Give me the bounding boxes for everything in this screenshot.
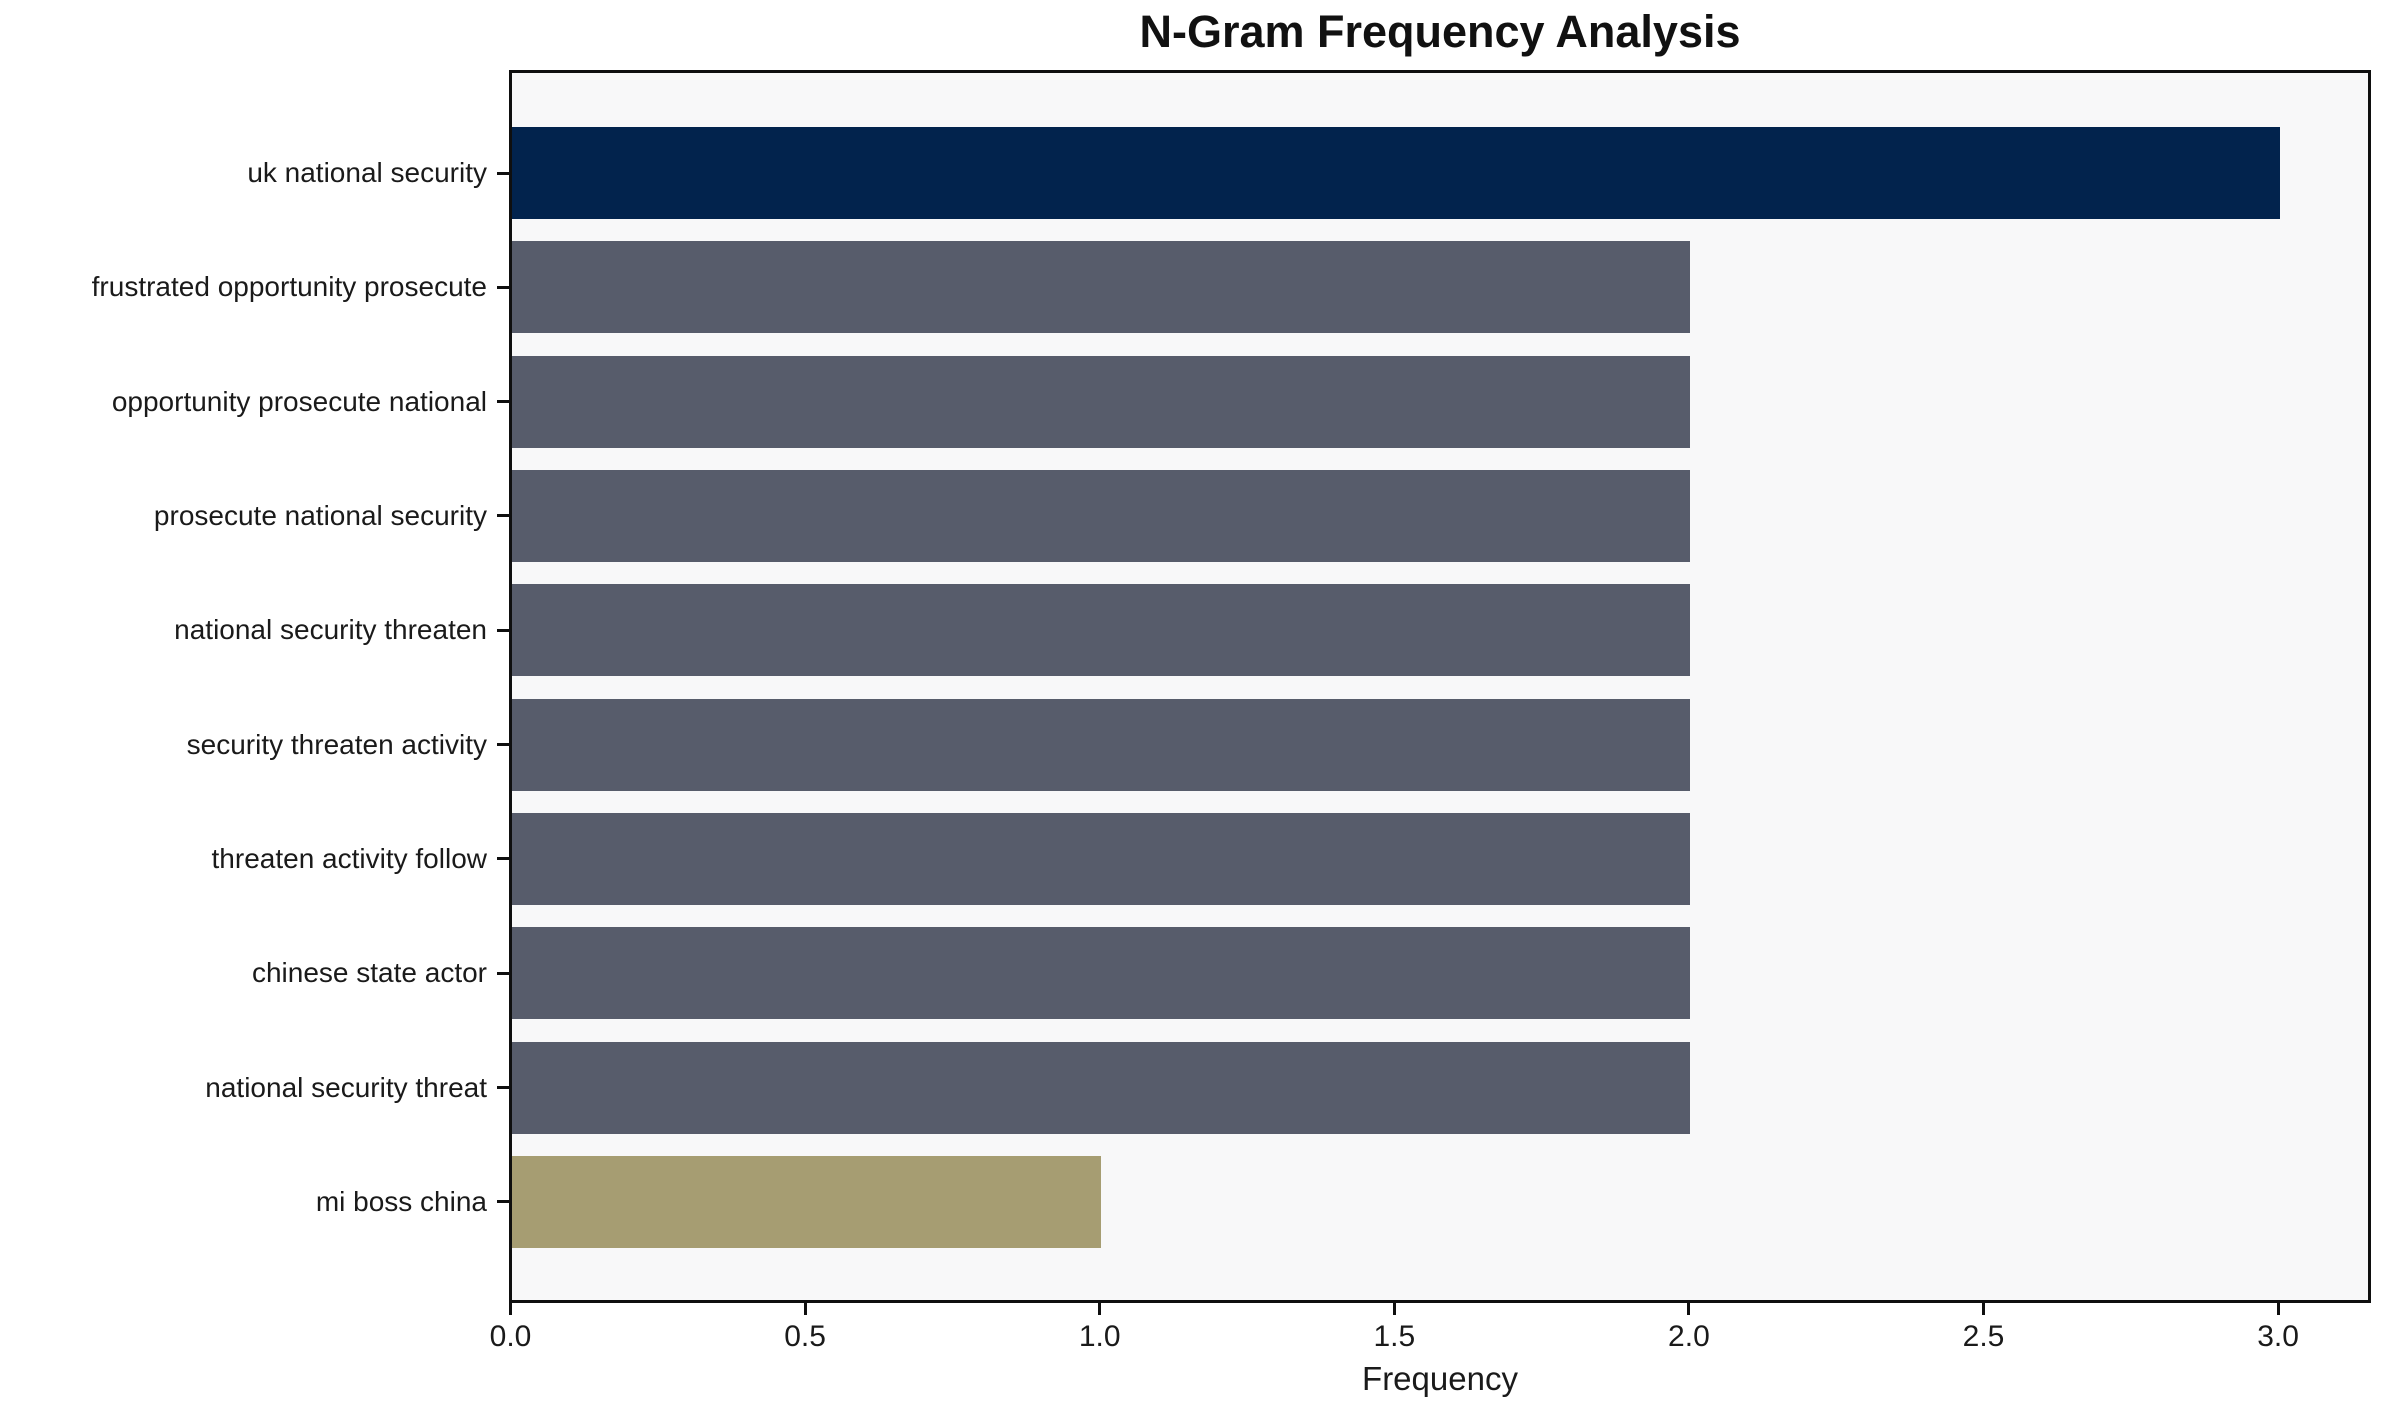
bar-prosecute-national-security — [512, 469, 1691, 562]
x-tick-mark — [1982, 1303, 1986, 1315]
x-tick-label-3.0: 3.0 — [2257, 1320, 2299, 1353]
x-tick-mark — [1392, 1303, 1396, 1315]
y-tick-mark — [497, 628, 509, 632]
x-tick-label-1.0: 1.0 — [1078, 1320, 1121, 1353]
y-tick-label-mi-boss-china: mi boss china — [315, 1185, 487, 1217]
x-tick-mark — [509, 1303, 512, 1315]
y-tick-mark — [497, 1086, 509, 1090]
y-tick-label-chinese-state-actor: chinese state actor — [251, 957, 487, 989]
bar-threaten-activity-follow — [512, 812, 1691, 905]
x-tick-mark — [1687, 1303, 1691, 1315]
x-tick-label-2.5: 2.5 — [1962, 1320, 2005, 1353]
bar-opportunity-prosecute-national — [512, 355, 1691, 448]
y-tick-mark — [497, 400, 509, 404]
bar-chinese-state-actor — [512, 927, 1691, 1020]
y-tick-label-frustrated-opportunity-prosecute: frustrated opportunity prosecute — [91, 271, 487, 303]
y-tick-label-national-security-threaten: national security threaten — [174, 614, 487, 646]
y-tick-mark — [497, 743, 509, 747]
x-tick-label-0.0: 0.0 — [489, 1320, 532, 1353]
y-tick-label-security-threaten-activity: security threaten activity — [186, 728, 487, 760]
x-tick-label-2.0: 2.0 — [1668, 1320, 1710, 1353]
x-tick-mark — [1098, 1303, 1102, 1315]
bar-national-security-threat — [512, 1041, 1691, 1134]
y-tick-mark — [497, 971, 509, 975]
y-tick-label-national-security-threat: national security threat — [205, 1071, 487, 1103]
plot-area — [509, 70, 2371, 1303]
x-tick-label-0.5: 0.5 — [784, 1320, 826, 1353]
y-tick-mark — [497, 285, 509, 289]
x-axis-title: Frequency — [1362, 1360, 1518, 1397]
y-tick-mark — [497, 514, 509, 518]
y-tick-mark — [497, 1200, 509, 1204]
y-tick-label-uk-national-security: uk national security — [247, 157, 487, 188]
y-tick-label-threaten-activity-follow: threaten activity follow — [211, 842, 487, 874]
bar-mi-boss-china — [512, 1155, 1102, 1248]
bar-frustrated-opportunity-prosecute — [512, 241, 1691, 334]
y-tick-label-prosecute-national-security: prosecute national security — [153, 499, 487, 531]
bar-security-threaten-activity — [512, 698, 1691, 791]
x-tick-mark — [2276, 1303, 2280, 1315]
y-tick-label-opportunity-prosecute-national: opportunity prosecute national — [111, 385, 487, 417]
x-tick-label-1.5: 1.5 — [1373, 1320, 1416, 1353]
x-tick-mark — [803, 1303, 807, 1315]
y-tick-mark — [497, 857, 509, 861]
chart-title: N-Gram Frequency Analysis — [1139, 6, 1741, 57]
y-tick-mark — [497, 171, 509, 175]
bar-uk-national-security — [512, 127, 2280, 219]
bar-national-security-threaten — [512, 584, 1691, 677]
